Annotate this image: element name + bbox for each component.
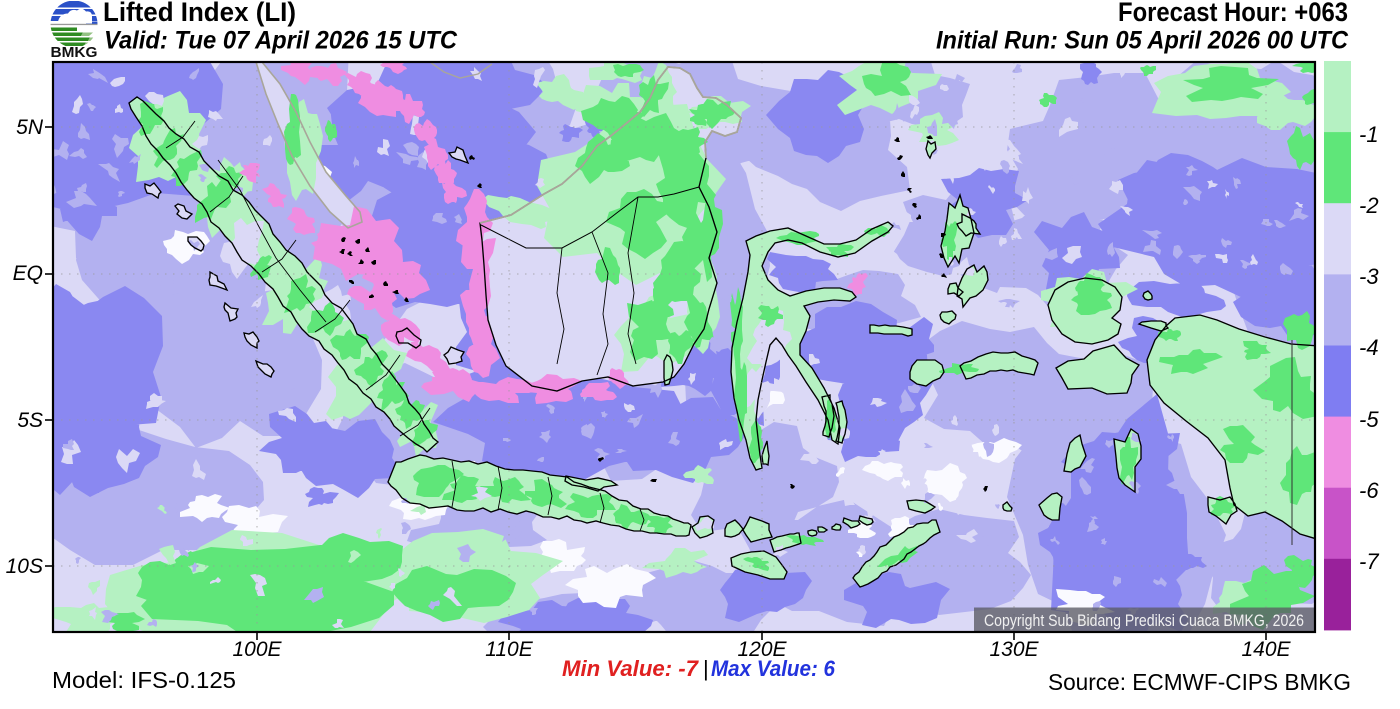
svg-text:|: | [703,656,709,681]
svg-text:120E: 120E [737,638,787,661]
svg-text:BMKG: BMKG [51,45,98,61]
svg-text:Lifted Index (LI): Lifted Index (LI) [103,0,296,27]
svg-text:Forecast Hour: +063: Forecast Hour: +063 [1118,0,1348,27]
svg-text:-1: -1 [1359,122,1379,147]
svg-text:130E: 130E [989,638,1039,661]
svg-text:Max Value: 6: Max Value: 6 [711,656,836,681]
svg-text:-7: -7 [1359,549,1379,574]
svg-text:Copyright Sub Bidang Prediksi: Copyright Sub Bidang Prediksi Cuaca BMKG… [984,611,1304,630]
svg-text:Model: IFS-0.125: Model: IFS-0.125 [52,667,236,693]
svg-text:140E: 140E [1241,638,1291,661]
svg-text:Source: ECMWF-CIPS BMKG: Source: ECMWF-CIPS BMKG [1048,669,1351,695]
svg-text:-5: -5 [1359,407,1379,432]
svg-text:Valid: Tue 07 April 2026 15 UT: Valid: Tue 07 April 2026 15 UTC [104,27,458,55]
svg-text:Min Value: -7: Min Value: -7 [562,656,700,681]
svg-text:5S: 5S [17,409,43,432]
svg-text:110E: 110E [485,638,533,661]
svg-text:EQ: EQ [13,262,43,285]
svg-text:100E: 100E [232,638,282,661]
svg-text:-4: -4 [1359,335,1379,360]
svg-text:-6: -6 [1359,478,1379,503]
svg-text:10S: 10S [6,555,43,578]
svg-text:-3: -3 [1359,264,1379,289]
svg-text:5N: 5N [16,116,44,139]
svg-text:-2: -2 [1359,193,1379,218]
svg-text:Initial Run: Sun 05 April 2026: Initial Run: Sun 05 April 2026 00 UTC [936,27,1349,55]
